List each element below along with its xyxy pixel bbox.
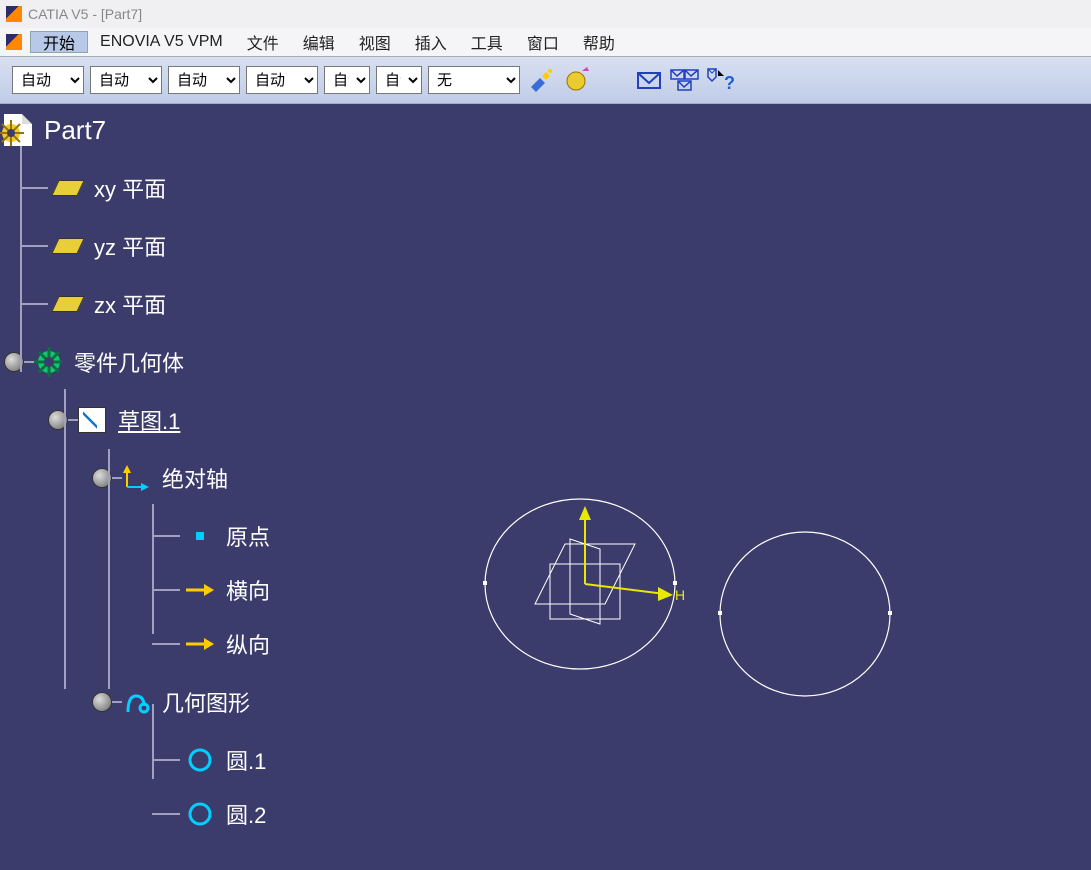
tree-plane-xy[interactable]: xy 平面 <box>20 172 274 204</box>
tree-circle-2[interactable]: 圆.2 <box>152 798 274 830</box>
tree-line <box>24 361 34 363</box>
menu-enovia[interactable]: ENOVIA V5 VPM <box>88 33 235 51</box>
viewport-circle-2[interactable] <box>720 532 890 696</box>
workspace[interactable]: Part7 xy 平面 yz 平面 zx 平面 零件几何体 <box>0 104 1091 870</box>
toolbar-dropdown-4[interactable]: 自动 <box>324 66 370 94</box>
tree-line <box>152 535 180 537</box>
plane-icon <box>54 232 82 260</box>
mail-multi-icon[interactable] <box>670 65 700 95</box>
tree-root[interactable]: Part7 <box>4 114 274 146</box>
app-icon <box>6 6 22 22</box>
tree-hdir-label: 横向 <box>222 574 274 606</box>
arrow-right-icon <box>186 576 214 604</box>
tree-partbody[interactable]: 零件几何体 <box>4 346 274 378</box>
tree-line <box>152 589 180 591</box>
plane-icon <box>54 290 82 318</box>
tree-line <box>20 187 48 189</box>
geometry-icon <box>122 688 150 716</box>
tree-line <box>152 504 154 634</box>
menu-edit[interactable]: 编辑 <box>291 30 347 54</box>
toolbar-dropdown-3[interactable]: 自动 <box>246 66 318 94</box>
tree-origin-label: 原点 <box>222 520 274 552</box>
viewport-3d[interactable]: H <box>470 484 920 734</box>
tree-line <box>68 419 78 421</box>
arrow-right-icon <box>186 630 214 658</box>
toolbar-dropdown-1[interactable]: 自动 <box>90 66 162 94</box>
mail-icon[interactable] <box>634 65 664 95</box>
tree-line <box>20 245 48 247</box>
tree-sketch-label: 草图.1 <box>114 404 184 436</box>
menu-view[interactable]: 视图 <box>347 30 403 54</box>
tree-hdir[interactable]: 横向 <box>152 574 274 606</box>
menubar: 开始 ENOVIA V5 VPM 文件 编辑 视图 插入 工具 窗口 帮助 <box>0 28 1091 56</box>
tree-line <box>20 142 22 372</box>
axis-icon <box>122 464 150 492</box>
sketch-icon <box>78 406 106 434</box>
tree-line <box>112 701 122 703</box>
tree-line <box>64 389 66 689</box>
menu-start[interactable]: 开始 <box>30 31 88 53</box>
menu-help[interactable]: 帮助 <box>571 30 627 54</box>
svg-text:?: ? <box>724 73 735 93</box>
menu-tools[interactable]: 工具 <box>459 30 515 54</box>
tree-line <box>152 643 180 645</box>
tree-line <box>108 449 110 689</box>
tree-vdir[interactable]: 纵向 <box>152 628 274 660</box>
tree-geom-group[interactable]: 几何图形 <box>92 686 274 718</box>
toolbar: 自动 自动 自动 自动 自动 自动 无 ? <box>0 56 1091 104</box>
menu-window[interactable]: 窗口 <box>515 30 571 54</box>
tree-plane-label: xy 平面 <box>90 172 170 204</box>
titlebar: CATIA V5 - [Part7] <box>0 0 1091 28</box>
tree-circle-1[interactable]: 圆.1 <box>152 744 274 776</box>
circle-icon <box>186 746 214 774</box>
toolbar-dropdown-6[interactable]: 无 <box>428 66 520 94</box>
tree-plane-zx[interactable]: zx 平面 <box>20 288 274 320</box>
tree-line <box>20 303 48 305</box>
spec-tree[interactable]: Part7 xy 平面 yz 平面 zx 平面 零件几何体 <box>4 114 274 856</box>
tree-geom-label: 几何图形 <box>158 686 254 718</box>
tree-line <box>152 704 154 779</box>
tree-vdir-label: 纵向 <box>222 628 274 660</box>
toolbar-dropdown-0[interactable]: 自动 <box>12 66 84 94</box>
paint-format-icon[interactable] <box>526 65 556 95</box>
viewport-circle-1[interactable] <box>485 499 675 669</box>
expander-icon[interactable] <box>92 692 112 712</box>
tree-axis-group[interactable]: 绝对轴 <box>92 462 274 494</box>
toolbar-dropdown-5[interactable]: 自动 <box>376 66 422 94</box>
tree-axis-label: 绝对轴 <box>158 462 232 494</box>
menu-insert[interactable]: 插入 <box>403 30 459 54</box>
tree-plane-yz[interactable]: yz 平面 <box>20 230 274 262</box>
tree-circle-label: 圆.1 <box>222 744 270 776</box>
tree-body-label: 零件几何体 <box>70 346 188 378</box>
tree-line <box>152 759 180 761</box>
plane-icon <box>54 174 82 202</box>
tree-sketch[interactable]: 草图.1 <box>48 404 274 436</box>
help-icon[interactable]: ? <box>706 65 736 95</box>
app-icon-small <box>6 34 22 50</box>
tree-line <box>152 813 180 815</box>
window-title: CATIA V5 - [Part7] <box>28 6 142 22</box>
gear-overlay-icon <box>0 120 24 152</box>
body-gear-icon <box>34 348 62 376</box>
tree-circle-label: 圆.2 <box>222 798 270 830</box>
point-icon <box>186 522 214 550</box>
tree-plane-label: zx 平面 <box>90 288 170 320</box>
tree-line <box>112 477 122 479</box>
tree-root-label: Part7 <box>40 115 110 146</box>
tree-plane-label: yz 平面 <box>90 230 170 262</box>
tree-origin[interactable]: 原点 <box>152 520 274 552</box>
menu-file[interactable]: 文件 <box>235 30 291 54</box>
axis-h-label: H <box>675 587 685 603</box>
circle-icon <box>186 800 214 828</box>
material-icon[interactable] <box>562 65 592 95</box>
toolbar-dropdown-2[interactable]: 自动 <box>168 66 240 94</box>
